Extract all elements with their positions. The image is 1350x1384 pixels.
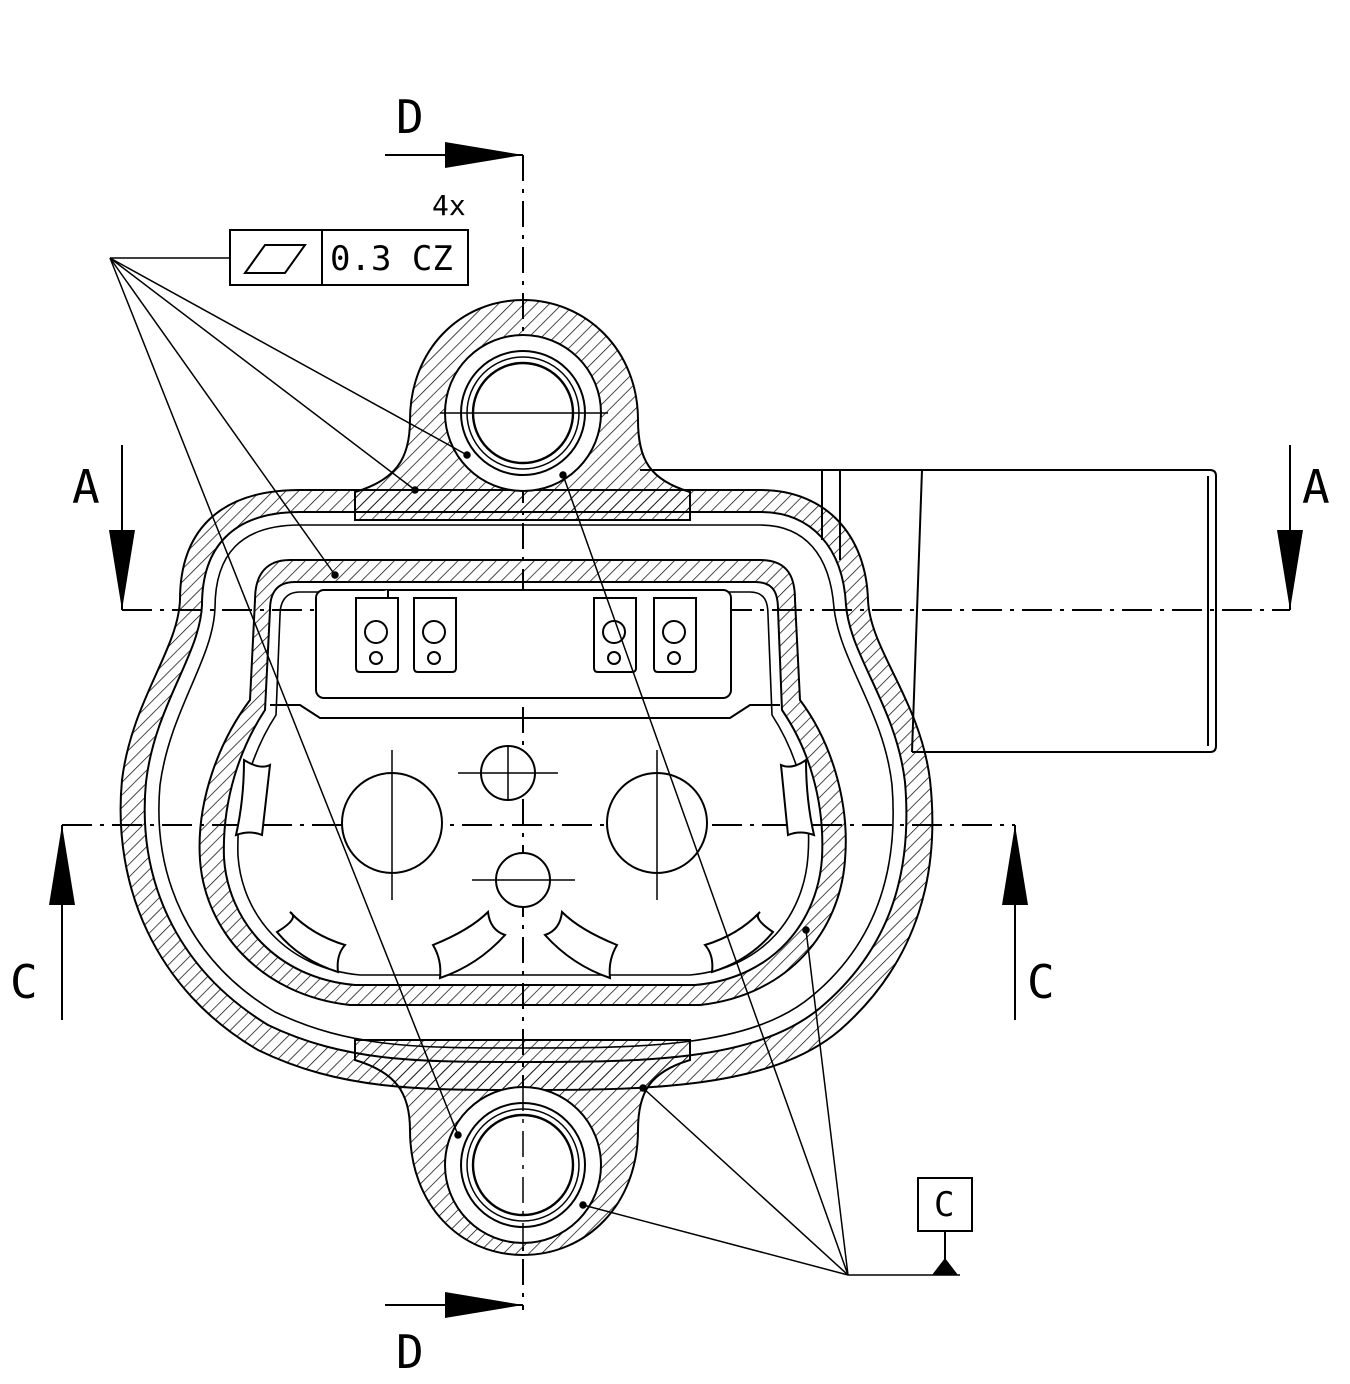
datum-c-symbol: C xyxy=(917,1177,973,1275)
section-label-d-top: D xyxy=(396,90,424,144)
feature-control-frame: 0.3 CZ 4x xyxy=(229,189,469,286)
section-label-d-bottom: D xyxy=(396,1325,424,1379)
count-note: 4x xyxy=(432,189,466,222)
mounting-ear-top xyxy=(354,298,691,521)
connector-body xyxy=(640,469,1217,753)
parallelism-symbol xyxy=(243,244,307,274)
section-arrow-d-top xyxy=(385,142,523,168)
section-arrow-c-right xyxy=(1002,825,1028,1020)
housing-inner-wall xyxy=(198,559,847,1006)
section-label-a-left: A xyxy=(72,460,100,514)
section-arrow-c-left xyxy=(49,825,75,1020)
section-arrow-d-bottom xyxy=(385,1292,523,1318)
terminal-block xyxy=(270,589,780,719)
tolerance-value: 0.3 CZ xyxy=(330,239,453,279)
mounting-ear-bottom xyxy=(354,1039,691,1257)
terminal-2 xyxy=(413,597,457,673)
section-label-c-right: C xyxy=(1027,955,1055,1009)
section-arrow-a-left xyxy=(109,445,135,610)
terminal-1 xyxy=(355,590,399,673)
floor-slots xyxy=(234,758,816,980)
section-label-a-right: A xyxy=(1302,460,1330,514)
leader-lines-top xyxy=(109,257,471,1139)
terminal-4 xyxy=(653,597,697,673)
datum-label: C xyxy=(934,1185,954,1225)
floor-holes xyxy=(341,745,708,908)
section-arrow-a-right xyxy=(1277,445,1303,610)
leader-lines-datum xyxy=(559,471,960,1276)
section-label-c-left: C xyxy=(10,955,38,1009)
terminal-3 xyxy=(593,597,637,673)
